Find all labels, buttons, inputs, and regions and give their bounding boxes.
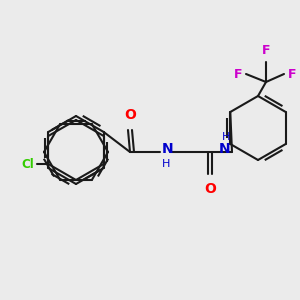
Text: N: N xyxy=(162,142,174,156)
Text: F: F xyxy=(233,68,242,80)
Text: Cl: Cl xyxy=(22,158,34,170)
Text: N: N xyxy=(218,142,230,156)
Text: O: O xyxy=(124,108,136,122)
Text: F: F xyxy=(288,68,296,80)
Text: O: O xyxy=(204,182,216,196)
Text: H: H xyxy=(162,159,170,169)
Text: F: F xyxy=(262,44,270,57)
Text: H: H xyxy=(222,132,230,142)
